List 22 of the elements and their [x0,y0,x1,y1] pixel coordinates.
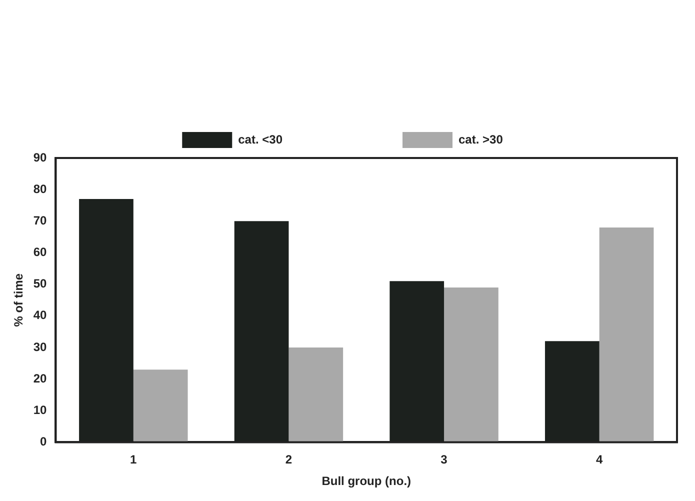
x-tick-label: 3 [440,452,448,467]
y-tick-label: 60 [33,245,48,260]
y-tick-label: 40 [33,308,48,322]
bar [288,347,344,442]
legend-label: cat. <30 [238,132,283,146]
x-tick-label: 4 [596,452,603,467]
x-tick-label: 2 [285,452,292,467]
x-axis-title: Bull group (no.) [322,474,412,488]
y-tick-label: 0 [40,434,48,449]
bar [133,370,188,442]
y-tick-label: 90 [33,150,48,164]
y-tick-label: 50 [33,276,48,291]
y-tick-label: 70 [33,213,48,228]
y-tick-label: 30 [33,340,48,354]
x-tick-label: 1 [130,452,138,467]
bar [444,287,498,442]
bar [599,227,654,442]
y-tick-label: 80 [33,182,48,196]
y-tick-label: 20 [33,371,48,386]
y-axis-title: % of time [12,273,26,327]
y-tick-label: 10 [33,402,48,417]
legend-label: cat. >30 [458,132,504,146]
